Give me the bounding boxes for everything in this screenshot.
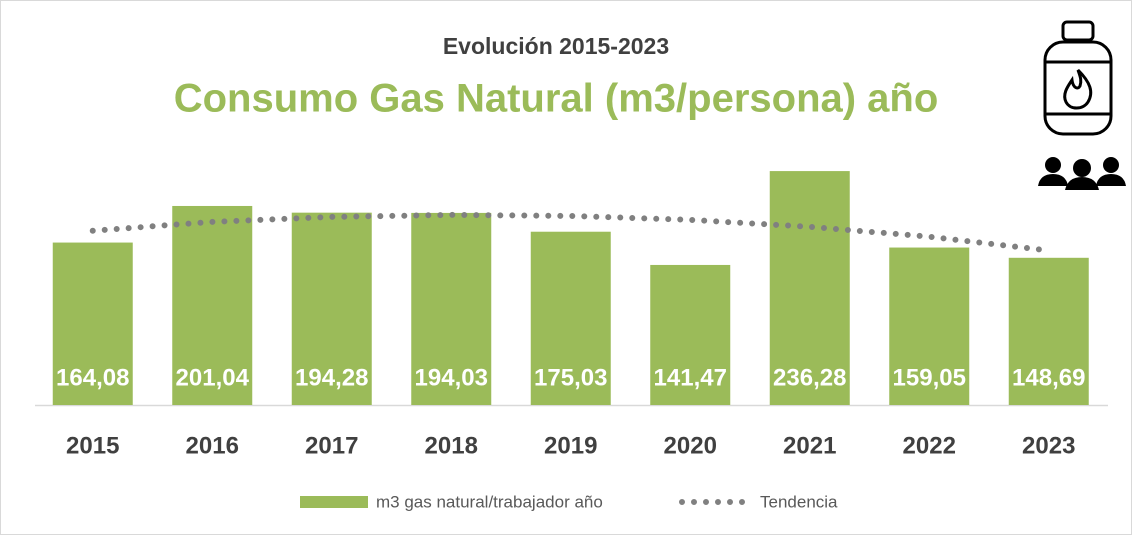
x-tick-label: 2017 xyxy=(305,432,358,459)
people-icon xyxy=(1038,157,1126,190)
bar xyxy=(530,231,611,405)
data-label: 148,69 xyxy=(1012,364,1085,391)
x-tick-label: 2022 xyxy=(903,432,956,459)
legend-swatch xyxy=(300,496,368,508)
x-tick-label: 2018 xyxy=(425,432,478,459)
x-tick-label: 2016 xyxy=(186,432,239,459)
x-tick-label: 2015 xyxy=(66,432,119,459)
trend-line xyxy=(89,211,1052,254)
x-tick-label: 2021 xyxy=(783,432,836,459)
bar xyxy=(52,242,133,405)
data-label: 201,04 xyxy=(176,364,250,391)
bar xyxy=(889,247,970,405)
data-label: 194,03 xyxy=(415,364,488,391)
x-tick-label: 2023 xyxy=(1022,432,1075,459)
bar xyxy=(411,212,492,405)
data-label: 175,03 xyxy=(534,364,607,391)
data-label: 194,28 xyxy=(295,364,368,391)
legend-label: Tendencia xyxy=(760,492,838,511)
data-label: 141,47 xyxy=(654,364,727,391)
legend-label: m3 gas natural/trabajador año xyxy=(376,492,603,511)
data-label: 236,28 xyxy=(773,364,846,391)
gas-icon xyxy=(1043,20,1113,136)
bar xyxy=(1008,257,1089,405)
x-tick-label: 2020 xyxy=(664,432,717,459)
chart-subtitle: Consumo Gas Natural (m3/persona) año xyxy=(174,77,939,121)
bar xyxy=(650,264,731,405)
chart-title: Evolución 2015-2023 xyxy=(443,33,669,59)
data-label: 159,05 xyxy=(893,364,966,391)
bar xyxy=(769,171,850,405)
data-label: 164,08 xyxy=(56,364,129,391)
bar xyxy=(172,205,253,405)
bar xyxy=(291,212,372,405)
x-tick-label: 2019 xyxy=(544,432,597,459)
